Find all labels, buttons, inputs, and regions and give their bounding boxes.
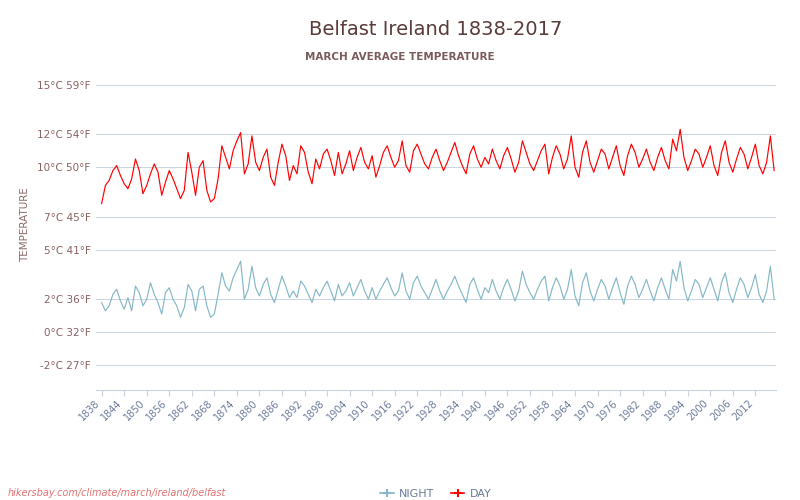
Text: hikersbay.com/climate/march/ireland/belfast: hikersbay.com/climate/march/ireland/belf… bbox=[8, 488, 226, 498]
Legend: NIGHT, DAY: NIGHT, DAY bbox=[376, 484, 496, 500]
Y-axis label: TEMPERATURE: TEMPERATURE bbox=[20, 188, 30, 262]
Title: Belfast Ireland 1838-2017: Belfast Ireland 1838-2017 bbox=[310, 20, 562, 39]
Text: MARCH AVERAGE TEMPERATURE: MARCH AVERAGE TEMPERATURE bbox=[305, 52, 495, 62]
